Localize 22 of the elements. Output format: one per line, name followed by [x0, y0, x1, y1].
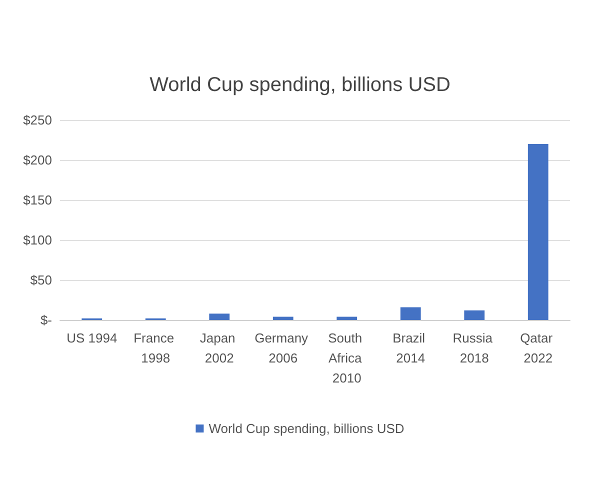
legend-label: World Cup spending, billions USD — [208, 421, 404, 436]
y-tick-label: $200 — [23, 152, 52, 168]
x-tick-label: Qatar 2022 — [520, 330, 556, 366]
y-tick-label: $- — [40, 312, 52, 328]
y-tick-label: $250 — [23, 112, 52, 128]
y-tick-label: $50 — [30, 272, 52, 288]
bar — [400, 307, 421, 320]
x-tick-label: France 1998 — [134, 330, 178, 366]
x-tick-label: Japan 2002 — [200, 330, 239, 366]
x-tick-label: Germany 2006 — [254, 330, 312, 366]
x-tick-label: US 1994 — [66, 330, 118, 346]
bar — [336, 316, 358, 320]
chart-title: World Cup spending, billions USD — [150, 74, 450, 96]
bar — [272, 316, 294, 320]
x-tick-label: Brazil 2014 — [392, 330, 429, 366]
y-tick-label: $100 — [23, 232, 52, 248]
bar — [209, 314, 230, 320]
x-tick-label: South Africa 2010 — [328, 330, 366, 386]
y-tick-label: $150 — [23, 192, 52, 208]
x-tick-label: Russia 2018 — [452, 330, 496, 366]
bar — [528, 144, 548, 320]
bar — [464, 310, 485, 320]
